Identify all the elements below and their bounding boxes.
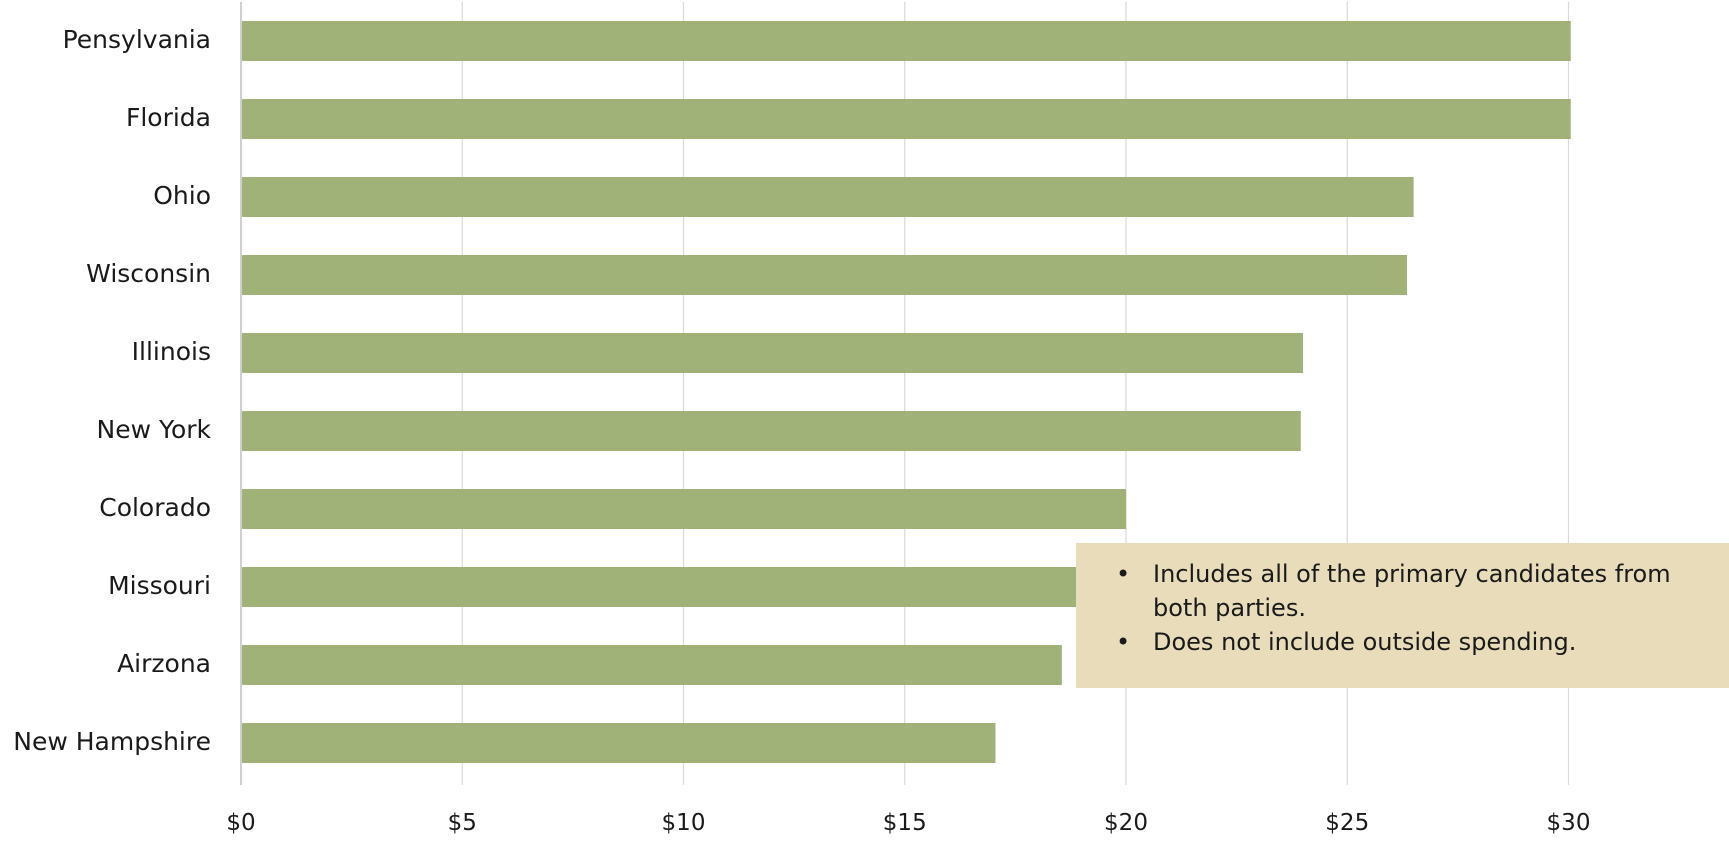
x-tick-label: $0 [226,810,255,836]
category-label: Ohio [153,181,211,210]
category-label: Florida [126,103,211,132]
x-tick-label: $10 [662,810,706,836]
x-tick-labels: $0 $5 $10 $15 $20 $25 $30 [226,810,1590,836]
bar [242,99,1571,139]
bar [242,411,1301,451]
x-tick-label: $15 [883,810,927,836]
bullet-icon: • [1116,560,1131,588]
bars [242,21,1571,763]
bar [242,489,1126,529]
category-labels: Pensylvania Florida Ohio Wisconsin Illinois N… [13,25,211,756]
category-label: Wisconsin [86,259,211,288]
note-list: • Includes all of the primary candidates … [1096,557,1709,659]
category-label: Pensylvania [63,25,211,54]
category-label: Illinois [132,337,211,366]
category-label: Airzona [117,649,211,678]
x-tick-label: $5 [448,810,477,836]
x-tick-label: $20 [1104,810,1148,836]
bar [242,255,1407,295]
note-item: • Includes all of the primary candidates … [1096,557,1709,625]
bar [242,645,1062,685]
x-tick-label: $30 [1547,810,1591,836]
x-tick-label: $25 [1325,810,1369,836]
bar [242,567,1078,607]
note-item: • Does not include outside spending. [1096,625,1709,659]
bar [242,177,1414,217]
bar [242,333,1303,373]
category-label: Missouri [108,571,211,600]
bar [242,21,1571,61]
category-label: New Hampshire [13,727,211,756]
bar [242,723,996,763]
category-label: Colorado [99,493,211,522]
category-label: New York [97,415,212,444]
bullet-icon: • [1116,628,1131,656]
note-box: • Includes all of the primary candidates … [1076,543,1729,688]
